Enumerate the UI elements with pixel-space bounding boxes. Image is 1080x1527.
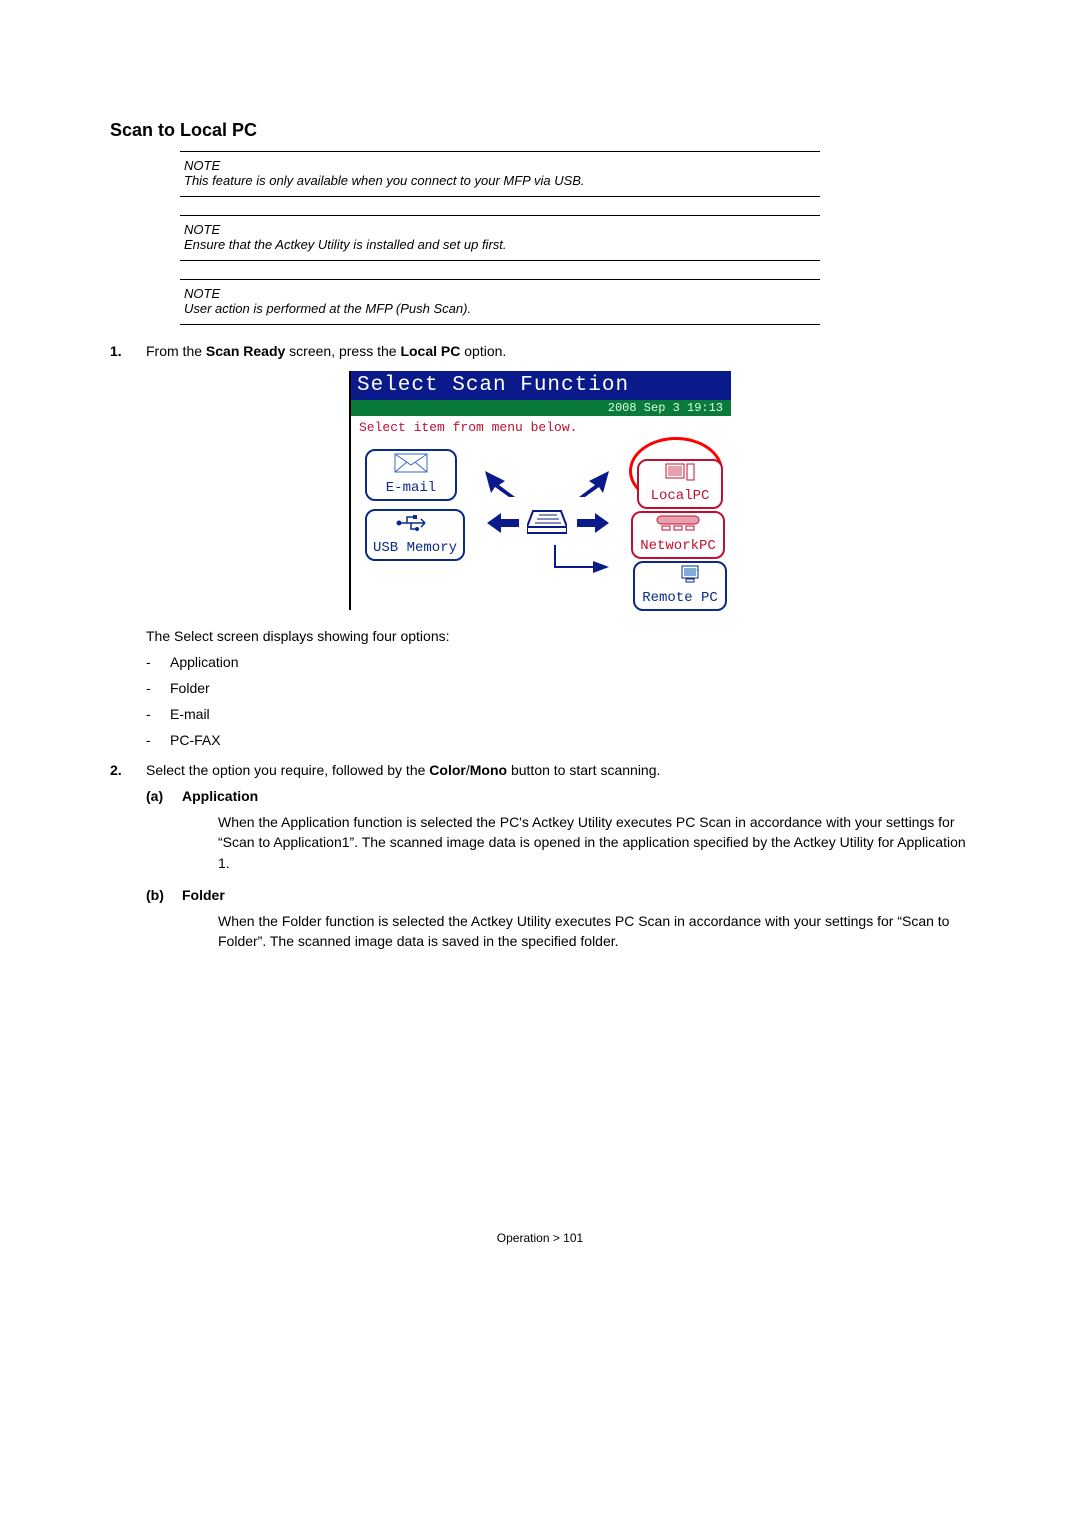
list-item: PC-FAX	[146, 732, 970, 748]
arrow-icon	[575, 471, 609, 500]
sub-letter: (b)	[146, 887, 182, 903]
list-item: Application	[146, 654, 970, 670]
step-1: 1. From the Scan Ready screen, press the…	[110, 343, 970, 359]
after-image-text: The Select screen displays showing four …	[146, 628, 970, 644]
text: option.	[460, 343, 506, 359]
note-text: User action is performed at the MFP (Pus…	[184, 301, 816, 316]
sub-a: (a) Application	[146, 788, 970, 804]
list-item: Folder	[146, 680, 970, 696]
bold: Color	[429, 762, 466, 778]
lcd-btn-networkpc[interactable]: NetworkPC	[631, 511, 725, 559]
step-2-text: Select the option you require, followed …	[146, 762, 970, 778]
bold: Mono	[470, 762, 507, 778]
lcd-btn-localpc[interactable]: LocalPC	[637, 459, 723, 509]
lcd-scene: E-mail USB Memory LocalPC	[351, 435, 731, 610]
mfp-lcd: Select Scan Function 2008 Sep 3 19:13 Se…	[349, 371, 731, 610]
bold: Local PC	[400, 343, 460, 359]
pc-icon	[639, 463, 721, 486]
sub-letter: (a)	[146, 788, 182, 804]
lcd-date: 2008 Sep 3 19:13	[351, 400, 731, 416]
step-number: 2.	[110, 762, 146, 778]
lcd-title: Select Scan Function	[351, 371, 731, 400]
note-label: NOTE	[184, 286, 816, 301]
text: From the	[146, 343, 206, 359]
envelope-icon	[367, 453, 455, 478]
text: Select the option you require, followed …	[146, 762, 429, 778]
lcd-btn-remotepc[interactable]: Remote PC	[633, 561, 727, 611]
note-label: NOTE	[184, 222, 816, 237]
note-label: NOTE	[184, 158, 816, 173]
options-list: Application Folder E-mail PC-FAX	[146, 654, 970, 748]
arrow-icon	[485, 471, 519, 500]
sub-b: (b) Folder	[146, 887, 970, 903]
lcd-btn-usb[interactable]: USB Memory	[365, 509, 465, 561]
step-number: 1.	[110, 343, 146, 359]
sub-b-body: When the Folder function is selected the…	[218, 911, 970, 952]
arrow-icon	[549, 545, 609, 582]
lcd-btn-label: USB Memory	[367, 540, 463, 556]
note-text: This feature is only available when you …	[184, 173, 816, 188]
section-title: Scan to Local PC	[110, 120, 970, 141]
scanner-icon	[527, 501, 567, 538]
lcd-btn-label: E-mail	[367, 480, 455, 496]
note-2: NOTE Ensure that the Actkey Utility is i…	[180, 215, 820, 261]
lcd-btn-label: Remote PC	[635, 590, 725, 606]
sub-title: Folder	[182, 887, 225, 903]
note-1: NOTE This feature is only available when…	[180, 151, 820, 197]
lcd-btn-email[interactable]: E-mail	[365, 449, 457, 501]
usb-icon	[367, 513, 463, 538]
lcd-btn-label: LocalPC	[639, 488, 721, 504]
step-2: 2. Select the option you require, follow…	[110, 762, 970, 778]
note-text: Ensure that the Actkey Utility is instal…	[184, 237, 816, 252]
lcd-btn-label: NetworkPC	[633, 538, 723, 554]
sub-title: Application	[182, 788, 258, 804]
sub-a-body: When the Application function is selecte…	[218, 812, 970, 873]
page-footer: Operation > 101	[110, 1231, 970, 1245]
arrow-icon	[577, 513, 609, 536]
note-3: NOTE User action is performed at the MFP…	[180, 279, 820, 325]
arrow-icon	[487, 513, 519, 536]
text: button to start scanning.	[507, 762, 660, 778]
text: screen, press the	[285, 343, 400, 359]
bold: Scan Ready	[206, 343, 285, 359]
remote-pc-icon	[635, 565, 725, 588]
step-1-text: From the Scan Ready screen, press the Lo…	[146, 343, 970, 359]
network-pc-icon	[633, 515, 723, 536]
lcd-subtitle: Select item from menu below.	[351, 416, 731, 435]
list-item: E-mail	[146, 706, 970, 722]
